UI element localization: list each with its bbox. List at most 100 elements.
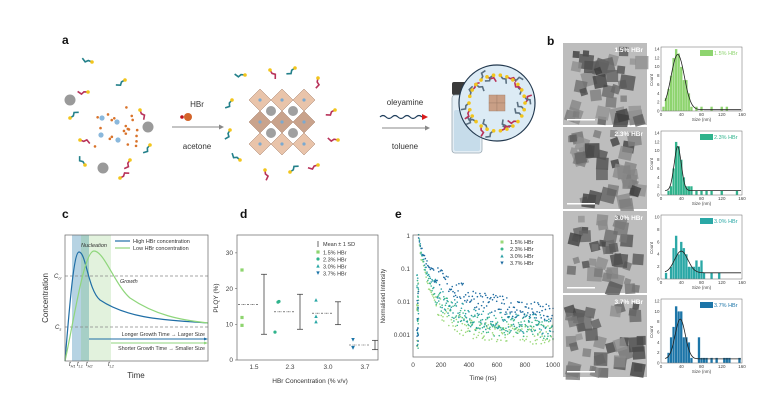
nanocube <box>618 197 635 214</box>
x-tick-label: 0 <box>660 364 663 369</box>
y-tick-label: 6 <box>657 330 660 335</box>
y-tick-label: 2 <box>657 100 660 105</box>
rise-point <box>416 328 419 331</box>
decay-point <box>523 320 526 322</box>
decay-point <box>506 308 509 311</box>
decay-point <box>489 326 491 329</box>
x-tick-label: 80 <box>699 364 705 369</box>
legend-marker <box>316 257 320 261</box>
ligand-chain <box>327 137 339 143</box>
decay-point <box>484 323 486 326</box>
decay-point <box>456 330 459 333</box>
ligand-head <box>228 128 232 132</box>
d-frame <box>236 234 379 361</box>
decay-point <box>468 311 470 313</box>
decay-point <box>469 319 471 321</box>
nanocube <box>632 113 646 127</box>
decay-point <box>486 296 489 299</box>
panel-label-c: c <box>62 207 69 221</box>
decay-point <box>469 321 472 324</box>
decay-point <box>500 311 502 314</box>
decay-point <box>482 330 485 333</box>
decay-point <box>507 323 510 326</box>
decay-point <box>512 323 515 326</box>
decay-point <box>458 282 460 285</box>
decay-point <box>548 320 550 323</box>
decay-point <box>479 324 481 327</box>
decay-point <box>464 309 466 312</box>
decay-point <box>447 307 449 310</box>
decay-point <box>467 309 469 312</box>
histogram-bar <box>702 272 706 280</box>
decay-point <box>521 338 524 341</box>
decay-point <box>476 312 479 315</box>
decay-point <box>466 299 469 301</box>
decay-point <box>546 319 548 322</box>
h-atom-icon <box>180 115 184 119</box>
time-ticks: tH1 tL1 tH2 tL2 <box>69 362 115 369</box>
decay-point <box>440 310 443 312</box>
decay-point <box>521 323 523 326</box>
halide-atom <box>110 118 114 122</box>
nanocube <box>577 215 585 223</box>
rise-point <box>417 327 419 329</box>
ligand-head <box>118 176 122 180</box>
x-tick-label: 0 <box>660 112 663 117</box>
nanocube <box>582 348 592 358</box>
decay-point <box>431 293 433 296</box>
decay-point <box>479 327 481 330</box>
decay-point <box>461 283 464 286</box>
ligand-chain <box>307 164 319 170</box>
decay-point <box>479 292 481 295</box>
decay-point <box>502 320 505 322</box>
decay-point <box>463 296 465 298</box>
ligand-chain <box>286 67 296 75</box>
nanocube <box>565 312 574 321</box>
decay-point <box>472 315 475 318</box>
decay-point <box>508 328 511 331</box>
decay-point <box>459 320 462 323</box>
decay-point <box>516 326 518 329</box>
e-plot-marks: 0 200 400 600 800 1000 1 0.1 0.01 0.001 <box>394 233 561 369</box>
nanocube <box>568 341 579 352</box>
decay-point <box>507 315 510 318</box>
decay-point <box>549 320 552 322</box>
y-tick-label: 4 <box>657 252 660 257</box>
decay-point <box>468 295 470 298</box>
x-tick-label: 600 <box>492 362 503 369</box>
nanocube <box>569 134 578 143</box>
decay-point <box>435 304 438 307</box>
decay-point <box>451 285 454 288</box>
decay-point <box>523 339 526 342</box>
decay-point <box>532 328 535 331</box>
histogram-bar <box>700 260 703 280</box>
ligand-chain <box>264 169 270 181</box>
decay-point <box>536 310 538 313</box>
ligand-chain <box>460 102 470 111</box>
decay-point <box>513 319 516 321</box>
decay-point <box>498 325 501 328</box>
decay-point <box>495 300 498 303</box>
nanocube <box>620 95 627 102</box>
metal-atom <box>115 137 121 143</box>
ligand-head <box>491 128 496 133</box>
metal-atom <box>302 120 306 124</box>
nanocube <box>613 253 629 269</box>
histogram-ylabel: Count <box>649 241 654 254</box>
decay-point <box>418 238 421 240</box>
d-ylabel: PLQY (%) <box>213 283 220 312</box>
decay-point <box>547 315 549 318</box>
decay-point <box>474 292 477 294</box>
nucleation-region-overlap <box>81 235 89 361</box>
legend-marker <box>316 271 320 275</box>
rise-point <box>417 283 419 285</box>
nanocube <box>592 73 608 90</box>
decay-point <box>441 304 443 306</box>
tick-symbol: t <box>69 362 71 368</box>
data-point <box>314 298 318 302</box>
decay-point <box>458 296 461 298</box>
nanocube <box>623 277 632 286</box>
decay-point <box>457 290 459 292</box>
decay-point <box>515 313 517 315</box>
